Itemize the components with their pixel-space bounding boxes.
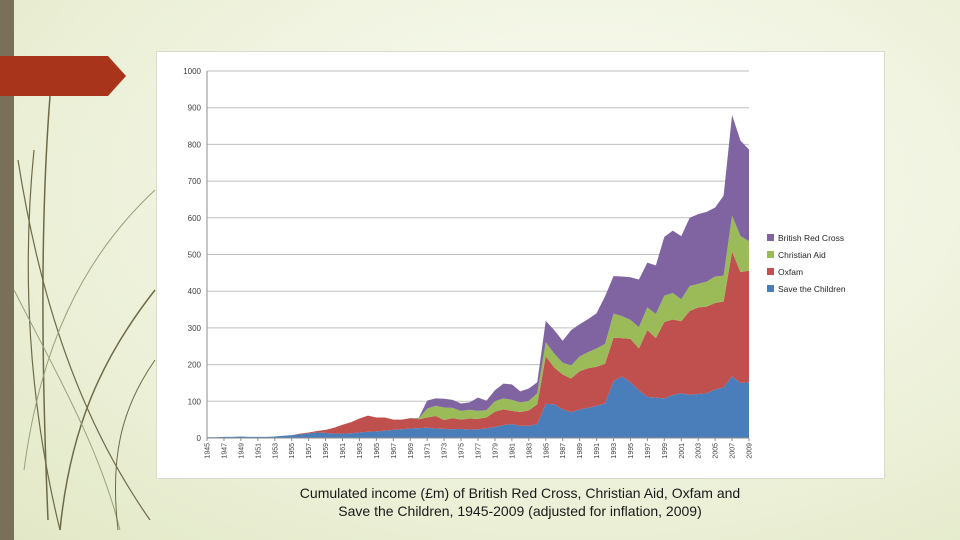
area-series-layer bbox=[207, 115, 749, 438]
legend-swatch-save-the-children bbox=[767, 285, 774, 292]
x-tick-label-1967: 1967 bbox=[391, 443, 398, 459]
y-tick-label-700: 700 bbox=[188, 177, 202, 186]
y-tick-label-500: 500 bbox=[188, 251, 202, 260]
x-tick-label-1965: 1965 bbox=[374, 443, 381, 459]
x-tick-label-1951: 1951 bbox=[255, 443, 262, 459]
x-tick-label-1959: 1959 bbox=[323, 443, 330, 459]
slide-left-bar bbox=[0, 0, 14, 540]
x-tick-label-2007: 2007 bbox=[730, 443, 737, 459]
x-tick-label-1981: 1981 bbox=[509, 443, 516, 459]
y-tick-label-200: 200 bbox=[188, 361, 202, 370]
x-tick-label-1979: 1979 bbox=[492, 443, 499, 459]
x-tick-label-1969: 1969 bbox=[408, 443, 415, 459]
x-tick-label-1997: 1997 bbox=[645, 443, 652, 459]
x-tick-label-1991: 1991 bbox=[594, 443, 601, 459]
caption-line-1: Cumulated income (£m) of British Red Cro… bbox=[299, 485, 741, 501]
legend: British Red Cross Christian Aid Oxfam Save … bbox=[767, 233, 846, 294]
x-tick-label-1973: 1973 bbox=[442, 443, 449, 459]
y-tick-label-100: 100 bbox=[188, 397, 202, 406]
area-save-the-children bbox=[207, 376, 749, 438]
x-tick-labels: 1945 1947 1949 1951 1953 1955 1957 1959 1961 1963… bbox=[205, 443, 754, 459]
axes bbox=[206, 71, 750, 441]
x-tick-label-1975: 1975 bbox=[459, 443, 466, 459]
y-tick-label-400: 400 bbox=[188, 287, 202, 296]
y-tick-label-800: 800 bbox=[188, 140, 202, 149]
x-tick-label-2003: 2003 bbox=[696, 443, 703, 459]
x-tick-label-2009: 2009 bbox=[747, 443, 754, 459]
x-tick-label-1985: 1985 bbox=[543, 443, 550, 459]
x-tick-label-1945: 1945 bbox=[205, 443, 212, 459]
chart-caption: Cumulated income (£m) of British Red Cro… bbox=[200, 484, 840, 520]
y-tick-label-600: 600 bbox=[188, 214, 202, 223]
x-tick-label-1983: 1983 bbox=[526, 443, 533, 459]
decorative-curves bbox=[13, 95, 156, 531]
area-british-red-cross bbox=[207, 115, 749, 438]
y-tick-label-1000: 1000 bbox=[183, 67, 201, 76]
chart-frame: 0 100 200 300 400 500 600 700 800 900 1000 1945 194… bbox=[157, 52, 884, 478]
legend-swatch-oxfam bbox=[767, 268, 774, 275]
y-tick-labels: 0 100 200 300 400 500 600 700 800 900 1000 bbox=[183, 67, 201, 443]
legend-label-british-red-cross: British Red Cross bbox=[778, 233, 844, 243]
x-tick-label-1953: 1953 bbox=[272, 443, 279, 459]
x-tick-label-1993: 1993 bbox=[611, 443, 618, 459]
legend-swatch-british-red-cross bbox=[767, 234, 774, 241]
x-tick-label-1949: 1949 bbox=[238, 443, 245, 459]
x-tick-label-1995: 1995 bbox=[628, 443, 635, 459]
area-christian-aid bbox=[207, 215, 749, 438]
x-tick-label-1989: 1989 bbox=[577, 443, 584, 459]
y-tick-label-0: 0 bbox=[197, 434, 202, 443]
legend-label-christian-aid: Christian Aid bbox=[778, 250, 826, 260]
x-tick-label-1999: 1999 bbox=[662, 443, 669, 459]
x-tick-label-1963: 1963 bbox=[357, 443, 364, 459]
x-tick-label-1977: 1977 bbox=[476, 443, 483, 459]
caption-line-2: Save the Children, 1945-2009 (adjusted f… bbox=[338, 503, 702, 519]
x-tick-label-1955: 1955 bbox=[289, 443, 296, 459]
x-tick-label-1987: 1987 bbox=[560, 443, 567, 459]
x-tick-label-2005: 2005 bbox=[713, 443, 720, 459]
y-tick-label-300: 300 bbox=[188, 324, 202, 333]
legend-label-oxfam: Oxfam bbox=[778, 267, 803, 277]
accent-arrow-tab bbox=[0, 56, 126, 96]
x-tick-label-2001: 2001 bbox=[679, 443, 686, 459]
x-tick-label-1961: 1961 bbox=[340, 443, 347, 459]
legend-swatch-christian-aid bbox=[767, 251, 774, 258]
y-tick-label-900: 900 bbox=[188, 104, 202, 113]
legend-label-save-the-children: Save the Children bbox=[778, 284, 846, 294]
x-tick-label-1957: 1957 bbox=[306, 443, 313, 459]
x-tick-label-1971: 1971 bbox=[425, 443, 432, 459]
x-tick-label-1947: 1947 bbox=[221, 443, 228, 459]
